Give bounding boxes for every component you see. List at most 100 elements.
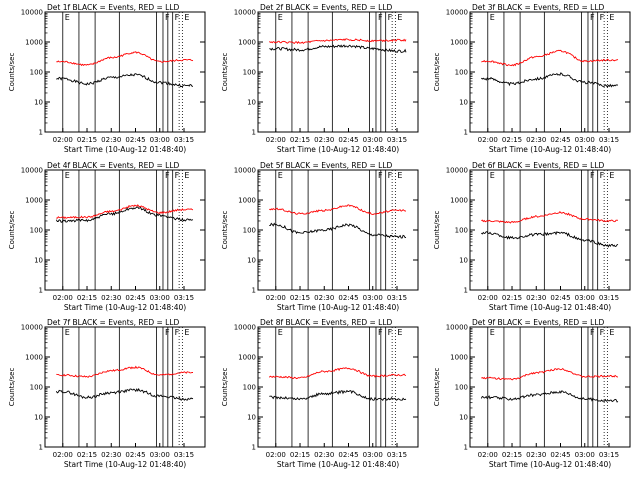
y-tick-label: 100 (30, 227, 43, 235)
x-tick-label: 03:15 (599, 294, 619, 302)
marker-label: F (175, 171, 180, 180)
marker-label: E (278, 328, 283, 337)
events-series (55, 206, 194, 223)
y-tick-label: 10000 (446, 167, 468, 175)
x-tick-label: 03:00 (150, 136, 170, 144)
events-series (480, 390, 619, 403)
x-axis-label: Start Time (10-Aug-12 01:48:40) (489, 303, 611, 312)
x-tick-label: 03:15 (174, 294, 194, 302)
x-tick-label: 02:00 (478, 451, 498, 459)
marker-label: F (175, 13, 180, 22)
x-tick-label: 02:15 (502, 136, 522, 144)
x-axis-label: Start Time (10-Aug-12 01:48:40) (64, 460, 186, 469)
x-tick-label: 02:45 (338, 294, 358, 302)
panel-title: Det 6f BLACK = Events, RED = LLD (472, 161, 605, 170)
y-tick-label: 1000 (450, 39, 468, 47)
x-tick-label: 02:30 (314, 451, 334, 459)
marker-label: F (165, 13, 170, 22)
x-tick-label: 02:15 (290, 294, 310, 302)
x-tick-label: 03:00 (575, 136, 595, 144)
x-tick-label: 02:45 (550, 294, 570, 302)
x-tick-label: 02:15 (77, 451, 97, 459)
marker-label: F (175, 328, 180, 337)
events-series (269, 44, 407, 53)
x-tick-label: 02:00 (53, 136, 73, 144)
marker-label: E (278, 13, 283, 22)
x-tick-label: 02:00 (53, 294, 73, 302)
y-tick-label: 10000 (234, 324, 256, 332)
y-tick-label: 10000 (446, 9, 468, 17)
y-tick-label: 1 (39, 129, 43, 137)
x-tick-label: 02:45 (338, 451, 358, 459)
x-tick-label: 02:30 (526, 136, 546, 144)
y-axis-label: Counts/sec (8, 53, 16, 92)
lld-series (269, 38, 407, 45)
x-tick-label: 03:00 (363, 294, 383, 302)
x-tick-label: 02:45 (125, 294, 145, 302)
x-axis-label: Start Time (10-Aug-12 01:48:40) (277, 145, 399, 154)
x-tick-label: 02:00 (53, 451, 73, 459)
lld-series (56, 51, 194, 67)
x-tick-label: 02:30 (101, 451, 121, 459)
x-tick-label: 03:00 (575, 451, 595, 459)
marker-label: E (278, 171, 283, 180)
y-axis-label: Counts/sec (8, 211, 16, 250)
x-tick-label: 02:00 (266, 136, 286, 144)
y-tick-label: 100 (455, 384, 468, 392)
y-tick-label: 10 (247, 257, 256, 265)
y-tick-label: 1000 (25, 354, 43, 362)
y-axis-label: Counts/sec (8, 368, 16, 407)
y-tick-label: 100 (243, 384, 256, 392)
x-tick-label: 02:00 (478, 136, 498, 144)
panel-det-8: Det 8f BLACK = Events, RED = LLD 1 10 100 10… (221, 318, 419, 469)
lld-series (481, 49, 619, 67)
x-tick-label: 03:15 (387, 294, 407, 302)
x-tick-label: 02:30 (314, 294, 334, 302)
y-tick-label: 10000 (234, 9, 256, 17)
panel-title: Det 5f BLACK = Events, RED = LLD (260, 161, 393, 170)
events-series (269, 222, 407, 239)
panel-title: Det 3f BLACK = Events, RED = LLD (472, 3, 605, 12)
marker-label: E (609, 328, 614, 337)
y-tick-label: 10000 (234, 167, 256, 175)
marker-label: F (165, 171, 170, 180)
plot-frame (257, 326, 419, 448)
marker-label: F (388, 13, 393, 22)
x-axis-label: Start Time (10-Aug-12 01:48:40) (277, 460, 399, 469)
plot-frame (469, 11, 631, 133)
x-tick-label: 03:00 (363, 451, 383, 459)
x-tick-label: 02:30 (526, 294, 546, 302)
x-tick-label: 03:00 (150, 294, 170, 302)
y-tick-label: 10 (247, 414, 256, 422)
marker-label: E (397, 328, 402, 337)
y-tick-label: 1000 (238, 197, 256, 205)
y-tick-label: 10 (459, 99, 468, 107)
x-axis-label: Start Time (10-Aug-12 01:48:40) (277, 303, 399, 312)
x-tick-label: 03:00 (575, 294, 595, 302)
y-axis-label: Counts/sec (221, 211, 229, 250)
lld-series (269, 204, 407, 215)
lld-series (481, 367, 618, 381)
marker-label: E (65, 171, 70, 180)
x-tick-label: 03:15 (174, 136, 194, 144)
panel-title: Det 9f BLACK = Events, RED = LLD (472, 318, 605, 327)
marker-label: F (388, 171, 393, 180)
y-tick-label: 1000 (450, 197, 468, 205)
panel-det-5: Det 5f BLACK = Events, RED = LLD 1 10 100 10… (221, 161, 419, 312)
x-tick-label: 02:15 (77, 136, 97, 144)
marker-label: E (609, 171, 614, 180)
y-tick-label: 100 (30, 384, 43, 392)
marker-label: E (184, 171, 189, 180)
events-series (56, 73, 193, 88)
x-tick-label: 02:45 (550, 136, 570, 144)
plot-frame (469, 326, 631, 448)
y-tick-label: 100 (455, 69, 468, 77)
y-tick-label: 10 (34, 414, 43, 422)
events-series (55, 387, 194, 401)
marker-label: E (397, 171, 402, 180)
x-tick-label: 03:15 (174, 451, 194, 459)
events-series (480, 72, 619, 88)
marker-label: F (590, 328, 595, 337)
marker-label: F (378, 328, 383, 337)
x-tick-label: 02:15 (290, 136, 310, 144)
